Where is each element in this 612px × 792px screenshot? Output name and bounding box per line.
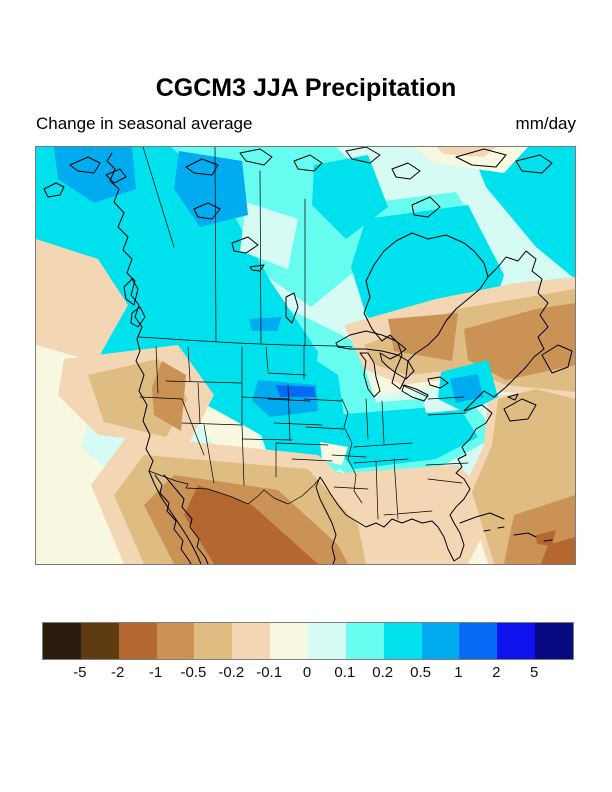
colorbar-segment [535, 623, 574, 659]
contour-region [36, 239, 128, 362]
contour-region [152, 361, 186, 431]
contour-region [464, 303, 575, 380]
contour-region [334, 405, 478, 469]
colorbar-tick-label: -0.1 [256, 664, 283, 681]
colorbar-segment [270, 623, 309, 659]
contour-region [54, 147, 136, 203]
colorbar [42, 622, 574, 660]
contour-region [536, 530, 556, 546]
us-canada-border [138, 336, 353, 348]
colorbar-tick-label: 0 [302, 664, 312, 681]
nova-scotia-outline [503, 393, 537, 422]
contour-region [541, 537, 575, 564]
colorbar-tick-label: -5 [73, 664, 87, 681]
contour-region [312, 155, 388, 239]
colorbar-segment [80, 623, 119, 659]
baja-gulf-coastline [154, 474, 209, 564]
colorbar-tick-label: -0.5 [180, 664, 207, 681]
colorbar-segment [345, 623, 384, 659]
contour-region [320, 442, 348, 465]
great-lakes-outlines [335, 330, 449, 402]
colorbar-segment [156, 623, 195, 659]
map-frame [35, 146, 576, 565]
atlantic-gulf-coastline [315, 404, 493, 564]
subtitle-left: Change in seasonal average [36, 114, 253, 133]
colorbar-tick-label: 2 [492, 664, 501, 681]
province-borders [142, 147, 429, 398]
northern-lakes-outlines [193, 202, 299, 324]
colorbar-tick-label: 1 [454, 664, 463, 681]
colorbar-wrap: -5 -2 -1 -0.5 -0.2 -0.1 0 0.1 0.2 0.5 1 2 5 [42, 622, 574, 682]
colorbar-segment [232, 623, 271, 659]
contour-region [36, 147, 318, 439]
colorbar-tick-label: -2 [111, 664, 125, 681]
contour-region [174, 151, 248, 227]
us-mexico-border [148, 470, 321, 505]
labrador-coastline [463, 250, 549, 412]
contour-region [450, 374, 483, 403]
colorbar-segment [118, 623, 157, 659]
colorbar-tick-label: 0.1 [334, 664, 356, 681]
figure-title: CGCM3 JJA Precipitation [155, 74, 457, 102]
subtitle-row: Change in seasonal average mm/day [36, 114, 576, 134]
west-islands [43, 156, 146, 328]
map-svg [36, 147, 575, 564]
contour-region [276, 385, 316, 397]
contour-region [184, 485, 318, 564]
colorbar-ticks: -5 -2 -1 -0.5 -0.2 -0.1 0 0.1 0.2 0.5 1 2 5 [42, 664, 572, 682]
hudson-bay-coastline [363, 232, 489, 390]
colorbar-segment [43, 623, 81, 659]
colorbar-segment [459, 623, 498, 659]
colorbar-segment [308, 623, 346, 659]
caribbean-islands [459, 512, 553, 542]
contour-region [240, 202, 298, 269]
newfoundland-outline [541, 344, 573, 374]
units-label: mm/day [515, 114, 576, 133]
contour-region [470, 147, 575, 279]
colorbar-segment [421, 623, 460, 659]
colorbar-segment [383, 623, 422, 659]
pacific-coastline [106, 152, 202, 564]
colorbar-tick-label: -0.2 [218, 664, 245, 681]
colorbar-segment [194, 623, 233, 659]
contour-fill-layer [36, 147, 575, 564]
colorbar-tick-label: 0.2 [372, 664, 394, 681]
colorbar-segment [497, 623, 536, 659]
contour-region [249, 317, 282, 331]
colorbar-tick-label: 5 [529, 664, 539, 681]
state-borders [139, 345, 469, 520]
colorbar-tick-label: 0.5 [410, 664, 431, 681]
border-layer [138, 147, 469, 520]
colorbar-tick-label: -1 [148, 664, 163, 681]
